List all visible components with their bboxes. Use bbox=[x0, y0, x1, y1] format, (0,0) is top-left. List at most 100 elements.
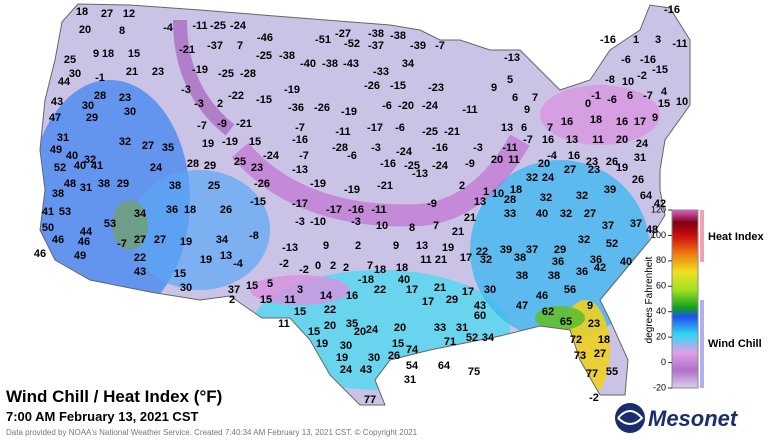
station-reading: 77 bbox=[586, 368, 598, 380]
station-reading: 21 bbox=[126, 66, 138, 78]
station-reading: 36 bbox=[576, 266, 588, 278]
station-reading: 75 bbox=[468, 366, 480, 378]
station-reading: 40 bbox=[66, 150, 78, 162]
station-reading: 21 bbox=[452, 226, 464, 238]
station-reading: 17 bbox=[460, 252, 472, 264]
station-reading: 25 bbox=[234, 156, 246, 168]
station-reading: 12 bbox=[123, 8, 135, 20]
station-reading: 44 bbox=[58, 76, 71, 88]
station-reading: 29 bbox=[554, 244, 566, 256]
station-reading: 48 bbox=[64, 178, 76, 190]
station-reading: 30 bbox=[69, 68, 81, 80]
station-reading: 34 bbox=[402, 58, 415, 70]
station-reading: -13 bbox=[292, 164, 308, 176]
station-reading: 22 bbox=[134, 252, 146, 264]
station-reading: 6 bbox=[627, 90, 633, 102]
station-reading: -6 bbox=[382, 100, 392, 112]
station-reading: 27 bbox=[564, 164, 576, 176]
station-reading: 29 bbox=[117, 178, 129, 190]
station-reading: 32 bbox=[119, 136, 131, 148]
station-reading: -26 bbox=[314, 102, 330, 114]
station-reading: 18 bbox=[510, 184, 522, 196]
station-reading: -21 bbox=[179, 44, 195, 56]
station-reading: 13 bbox=[416, 240, 428, 252]
legend-tick-label: 40 bbox=[656, 306, 666, 316]
station-reading: 31 bbox=[57, 132, 69, 144]
station-reading: 27 bbox=[142, 140, 154, 152]
station-reading: 9 bbox=[491, 82, 497, 94]
station-reading: -39 bbox=[410, 40, 426, 52]
station-reading: 25 bbox=[208, 180, 220, 192]
station-reading: -21 bbox=[377, 180, 393, 192]
station-reading: 40 bbox=[74, 160, 86, 172]
station-reading: -13 bbox=[504, 52, 520, 64]
station-reading: -26 bbox=[364, 80, 380, 92]
station-reading: 3 bbox=[655, 34, 661, 46]
wind-chill-range bbox=[700, 300, 704, 388]
station-reading: -25 bbox=[210, 20, 226, 32]
station-reading: -21 bbox=[236, 118, 252, 130]
legend-tick-label: 80 bbox=[656, 255, 666, 265]
station-reading: 23 bbox=[586, 156, 598, 168]
station-reading: 9 bbox=[93, 48, 99, 60]
station-reading: 9 bbox=[393, 240, 399, 252]
station-reading: 17 bbox=[406, 284, 418, 296]
station-reading: 32 bbox=[526, 172, 538, 184]
station-reading: 23 bbox=[588, 318, 600, 330]
station-reading: 9 bbox=[587, 300, 593, 312]
station-reading: 7 bbox=[237, 40, 243, 52]
legend-tick-label: 0 bbox=[661, 357, 666, 367]
station-reading: 40 bbox=[620, 256, 632, 268]
station-reading: -11 bbox=[462, 104, 477, 116]
station-reading: 38 bbox=[98, 178, 110, 190]
station-reading: 19 bbox=[316, 338, 328, 350]
station-reading: 7 bbox=[367, 260, 373, 272]
station-reading: 41 bbox=[42, 206, 54, 218]
station-reading: 11 bbox=[420, 254, 432, 266]
station-reading: -7 bbox=[197, 120, 207, 132]
station-reading: 11 bbox=[592, 134, 604, 146]
station-reading: 17 bbox=[462, 286, 474, 298]
station-reading: 60 bbox=[474, 310, 486, 322]
station-reading: 64 bbox=[438, 360, 451, 372]
station-reading: 74 bbox=[406, 344, 419, 356]
station-reading: -28 bbox=[240, 68, 256, 80]
map-subtitle: 7:00 AM February 13, 2021 CST bbox=[6, 409, 198, 424]
station-reading: -4 bbox=[233, 258, 244, 270]
station-reading: -38 bbox=[279, 50, 295, 62]
station-reading: -1 bbox=[95, 72, 105, 84]
station-reading: 30 bbox=[484, 284, 496, 296]
station-reading: -17 bbox=[292, 198, 308, 210]
station-reading: -9 bbox=[465, 158, 475, 170]
station-reading: 15 bbox=[260, 294, 272, 306]
station-reading: 39 bbox=[500, 244, 512, 256]
station-reading: -11 bbox=[371, 204, 386, 216]
station-reading: 1 bbox=[633, 34, 639, 46]
station-reading: 44 bbox=[80, 226, 93, 238]
station-reading: -6 bbox=[395, 122, 405, 134]
station-reading: 5 bbox=[267, 278, 273, 290]
station-reading: 21 bbox=[435, 254, 447, 266]
station-reading: -26 bbox=[254, 178, 270, 190]
station-reading: -4 bbox=[547, 150, 558, 162]
station-reading: 46 bbox=[52, 234, 64, 246]
station-reading: 34 bbox=[216, 234, 229, 246]
station-reading: -3 bbox=[351, 216, 361, 228]
station-reading: -24 bbox=[263, 150, 280, 162]
station-reading: 40 bbox=[536, 208, 548, 220]
station-reading: -15 bbox=[256, 94, 272, 106]
station-reading: 38 bbox=[516, 270, 528, 282]
station-reading: 49 bbox=[50, 144, 62, 156]
station-reading: 32 bbox=[84, 154, 96, 166]
station-reading: 4 bbox=[661, 86, 668, 98]
wind-chill-label: Wind Chill bbox=[708, 338, 762, 350]
station-reading: -15 bbox=[390, 80, 406, 92]
station-reading: 21 bbox=[464, 212, 476, 224]
station-reading: -8 bbox=[605, 74, 615, 86]
station-reading: 23 bbox=[588, 164, 600, 176]
station-reading: 71 bbox=[444, 336, 456, 348]
station-reading: 46 bbox=[78, 236, 90, 248]
station-reading: 33 bbox=[434, 322, 446, 334]
station-reading: 31 bbox=[634, 152, 646, 164]
station-reading: 32 bbox=[540, 192, 552, 204]
